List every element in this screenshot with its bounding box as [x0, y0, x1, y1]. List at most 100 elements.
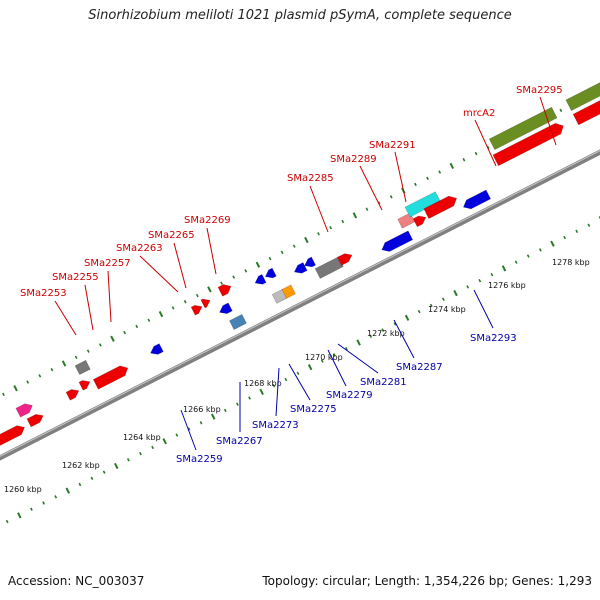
backbone-highlight: [0, 150, 600, 457]
forward-tick: [559, 108, 563, 113]
reverse-tick: [175, 433, 179, 437]
forward-tick: [98, 343, 102, 347]
ruler-label: 1270 kbp: [305, 353, 343, 362]
ruler-label: 1262 kbp: [62, 461, 100, 470]
rna-feature: [314, 256, 344, 279]
forward-gene-label: SMa2255: [52, 272, 99, 283]
reverse-leader-line: [337, 343, 379, 374]
gene-feature: [565, 82, 600, 112]
forward-gene-label: SMa2291: [369, 140, 416, 151]
ruler-label: 1260 kbp: [4, 485, 42, 494]
reverse-tick: [151, 445, 154, 450]
reverse-leader-line: [327, 349, 347, 387]
forward-tick: [123, 330, 127, 335]
forward-tick: [195, 293, 199, 298]
forward-leader-line: [54, 300, 77, 336]
reverse-tick: [466, 285, 470, 289]
reverse-tick: [381, 328, 385, 332]
reverse-gene-label: SMa2259: [176, 454, 223, 465]
cds-feature: [572, 100, 600, 126]
forward-tick: [38, 374, 42, 378]
forward-gene-label: SMa2257: [84, 258, 131, 269]
reverse-tick: [223, 408, 227, 413]
reverse-leader-line: [180, 409, 197, 451]
forward-tick: [135, 324, 139, 329]
reverse-tick: [404, 314, 410, 321]
forward-tick: [171, 306, 175, 310]
cds-feature: [264, 267, 277, 279]
cds-feature: [92, 365, 129, 390]
reverse-tick: [248, 396, 251, 400]
reverse-tick: [17, 512, 22, 519]
cds-feature: [200, 298, 211, 309]
cds-feature: [423, 195, 458, 220]
reverse-gene-label: SMa2279: [326, 390, 373, 401]
reverse-tick: [587, 223, 591, 227]
reverse-tick: [550, 240, 555, 247]
forward-tick: [438, 170, 442, 174]
cds-feature: [304, 256, 316, 268]
reverse-tick: [538, 248, 542, 252]
reverse-tick: [54, 495, 58, 499]
reverse-leader-line: [288, 363, 311, 401]
reverse-tick: [563, 235, 566, 240]
forward-tick: [61, 360, 67, 367]
reverse-tick: [65, 487, 71, 494]
forward-tick: [414, 182, 417, 187]
forward-leader-line: [359, 165, 383, 211]
reverse-gene-label: SMa2273: [252, 420, 299, 431]
forward-tick: [2, 392, 5, 397]
forward-tick: [462, 158, 466, 162]
reverse-tick: [90, 476, 94, 481]
reverse-leader-line: [275, 367, 280, 417]
forward-tick: [317, 232, 320, 236]
map-title: Sinorhizobium meliloti 1021 plasmid pSym…: [88, 8, 512, 23]
forward-tick: [74, 355, 78, 360]
forward-tick: [50, 367, 54, 372]
forward-tick: [183, 300, 187, 304]
forward-tick: [244, 269, 248, 273]
reverse-tick: [393, 322, 397, 326]
reverse-tick: [369, 334, 373, 339]
backbone-line: [0, 149, 600, 461]
cds-feature: [150, 343, 164, 355]
cds-feature: [462, 189, 492, 210]
accession-text: Accession: NC_003037: [8, 574, 145, 588]
reverse-tick: [284, 377, 288, 382]
forward-tick: [304, 236, 309, 244]
reverse-tick: [442, 297, 445, 301]
reverse-tick: [126, 458, 130, 462]
forward-gene-label: SMa2253: [20, 288, 67, 299]
ruler-label: 1278 kbp: [552, 258, 590, 267]
reverse-tick: [501, 265, 507, 272]
misc-feature: [229, 313, 247, 331]
reverse-tick: [199, 421, 203, 425]
ruler-label: 1264 kbp: [123, 433, 161, 442]
reverse-tick: [296, 371, 300, 376]
cds-feature: [26, 414, 44, 428]
reverse-gene-label: SMa2275: [290, 404, 337, 415]
forward-tick: [268, 256, 272, 261]
ruler-label: 1276 kbp: [488, 281, 526, 290]
reverse-tick: [429, 303, 433, 308]
forward-leader-line: [394, 151, 407, 203]
forward-leader-line: [139, 255, 179, 293]
forward-tick: [486, 145, 490, 150]
reverse-tick: [236, 402, 239, 406]
forward-leader-line: [539, 96, 557, 146]
forward-leader-line: [173, 242, 187, 289]
forward-tick: [329, 225, 333, 230]
ruler-label: 1274 kbp: [428, 305, 466, 314]
reverse-tick: [5, 519, 9, 524]
forward-gene-label: SMa2269: [184, 215, 231, 226]
reverse-tick: [162, 438, 167, 445]
reverse-gene-label: SMa2281: [360, 377, 407, 388]
forward-tick: [207, 286, 212, 293]
cds-feature: [65, 389, 80, 401]
forward-gene-label: SMa2263: [116, 243, 163, 254]
forward-tick: [232, 275, 236, 279]
reverse-tick: [272, 384, 276, 388]
reverse-tick: [526, 254, 530, 258]
misc-feature: [15, 403, 33, 418]
forward-tick: [280, 250, 284, 255]
